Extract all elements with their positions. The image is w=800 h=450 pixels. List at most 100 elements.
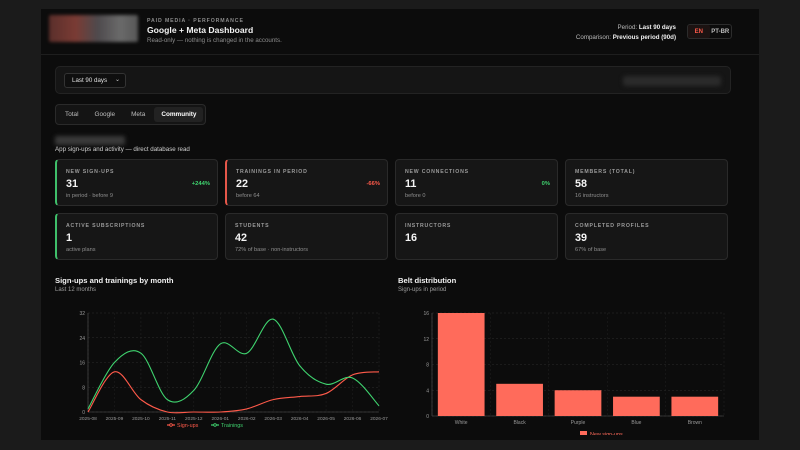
redacted-section-title bbox=[55, 136, 125, 145]
kpi-label: COMPLETED PROFILES bbox=[575, 223, 650, 229]
kpi-value: 58 bbox=[575, 178, 588, 190]
kpi-note: active plans bbox=[66, 247, 96, 253]
x-tick-label: 2025-10 bbox=[132, 416, 150, 422]
x-tick-label: 2026-01 bbox=[211, 416, 229, 422]
kpi-card-new-connections: NEW CONNECTIONS 11 before 0 0% bbox=[395, 159, 558, 206]
x-tick-label: 2026-04 bbox=[291, 416, 309, 422]
chevron-down-icon: ⌄ bbox=[114, 77, 120, 83]
page-title: Google + Meta Dashboard bbox=[147, 25, 254, 35]
bar-brown bbox=[671, 396, 719, 416]
kpi-delta: +244% bbox=[191, 181, 210, 187]
y-tick-label: 4 bbox=[426, 388, 429, 394]
legend-label: Sign-ups bbox=[177, 423, 199, 429]
kpi-note: in period · before 9 bbox=[66, 193, 113, 199]
kpi-card-new-signups: NEW SIGN-UPS 31 in period · before 9 +24… bbox=[55, 159, 218, 206]
kpi-label: MEMBERS (TOTAL) bbox=[575, 169, 636, 175]
x-tick-label: White bbox=[455, 420, 468, 426]
legend-label: Trainings bbox=[221, 423, 243, 429]
logo bbox=[49, 15, 138, 42]
kpi-note: 67% of base bbox=[575, 247, 607, 253]
date-range-select[interactable]: Last 90 days ⌄ bbox=[64, 73, 126, 88]
x-tick-label: 2025-08 bbox=[79, 416, 97, 422]
x-tick-label: 2026-02 bbox=[238, 416, 256, 422]
redacted-filter bbox=[623, 76, 721, 86]
header-overline: PAID MEDIA · PERFORMANCE bbox=[147, 18, 244, 24]
tab-community[interactable]: Community bbox=[154, 107, 204, 122]
kpi-value: 31 bbox=[66, 178, 79, 190]
header: PAID MEDIA · PERFORMANCE Google + Meta D… bbox=[41, 9, 759, 55]
kpi-label: NEW CONNECTIONS bbox=[405, 169, 469, 175]
x-tick-label: Blue bbox=[631, 420, 641, 426]
kpi-value: 39 bbox=[575, 232, 588, 244]
line-chart-subtitle: Last 12 months bbox=[55, 287, 97, 293]
dashboard-app: PAID MEDIA · PERFORMANCE Google + Meta D… bbox=[41, 9, 759, 440]
x-tick-label: 2025-09 bbox=[106, 416, 124, 422]
kpi-label: INSTRUCTORS bbox=[405, 223, 452, 229]
period-value: Last 90 days bbox=[638, 24, 676, 31]
bar-white bbox=[437, 313, 485, 416]
page-subtitle: Read-only — nothing is changed in the ac… bbox=[147, 37, 282, 44]
lang-pt-button[interactable]: PT-BR bbox=[711, 28, 730, 35]
language-switcher: EN PT-BR bbox=[687, 24, 732, 39]
x-tick-label: 2025-11 bbox=[159, 416, 177, 422]
series-line-sign-ups bbox=[87, 371, 380, 414]
line-chart-title: Sign-ups and trainings by month bbox=[55, 276, 174, 285]
kpi-card-active-subscriptions: ACTIVE SUBSCRIPTIONS 1 active plans bbox=[55, 213, 218, 260]
kpi-label: STUDENTS bbox=[235, 223, 270, 229]
y-tick-label: 0 bbox=[82, 410, 85, 416]
y-tick-label: 8 bbox=[426, 363, 429, 369]
kpi-note: 16 instructors bbox=[575, 193, 609, 199]
kpi-value: 11 bbox=[405, 178, 417, 190]
x-tick-label: 2026-03 bbox=[264, 416, 282, 422]
kpi-value: 22 bbox=[236, 178, 249, 190]
kpi-label: TRAININGS IN PERIOD bbox=[236, 169, 308, 175]
legend-marker bbox=[169, 423, 173, 427]
legend-swatch bbox=[580, 431, 587, 435]
x-tick-label: Black bbox=[513, 420, 526, 426]
y-tick-label: 16 bbox=[423, 311, 429, 317]
tab-total[interactable]: Total bbox=[65, 111, 79, 118]
x-tick-label: 2025-12 bbox=[185, 416, 203, 422]
bar-black bbox=[496, 383, 543, 416]
y-tick-label: 0 bbox=[426, 414, 429, 420]
kpi-note: before 64 bbox=[236, 193, 260, 199]
kpi-label: ACTIVE SUBSCRIPTIONS bbox=[66, 223, 146, 229]
section-description: App sign-ups and activity — direct datab… bbox=[55, 146, 190, 153]
kpi-card-trainings: TRAININGS IN PERIOD 22 before 64 -66% bbox=[225, 159, 388, 206]
y-tick-label: 12 bbox=[423, 337, 429, 343]
legend-label: New sign-ups bbox=[590, 432, 623, 435]
comparison-label: Comparison: bbox=[575, 33, 611, 41]
kpi-value: 16 bbox=[405, 232, 418, 244]
bar-blue bbox=[613, 396, 660, 416]
tab-meta[interactable]: Meta bbox=[131, 111, 146, 118]
kpi-card-completed-profiles: COMPLETED PROFILES 39 67% of base bbox=[565, 213, 728, 260]
tab-google[interactable]: Google bbox=[94, 111, 116, 118]
x-tick-label: 2026-06 bbox=[344, 416, 362, 422]
x-tick-label: Purple bbox=[571, 420, 586, 426]
kpi-value: 42 bbox=[235, 232, 248, 244]
bar-purple bbox=[554, 390, 602, 416]
bar-chart-title: Belt distribution bbox=[398, 276, 457, 285]
bar-chart: 0 4 8 12 16 White Black Purple Blue Brown New sign… bbox=[423, 311, 725, 435]
x-tick-label: Brown bbox=[688, 420, 702, 426]
comparison-value: Previous period (90d) bbox=[612, 33, 676, 41]
kpi-value: 1 bbox=[66, 232, 73, 244]
series-line-trainings bbox=[87, 318, 380, 410]
kpi-card-students: STUDENTS 42 72% of base · non-instructor… bbox=[225, 213, 388, 260]
kpi-note: 72% of base · non-instructors bbox=[235, 247, 309, 253]
date-range-value: Last 90 days bbox=[72, 77, 108, 84]
kpi-card-members-total: MEMBERS (TOTAL) 58 16 instructors bbox=[565, 159, 728, 206]
y-tick-label: 8 bbox=[82, 385, 85, 391]
lang-en-button[interactable]: EN bbox=[688, 25, 710, 38]
period-info: Period: Last 90 days Comparison: Previou… bbox=[576, 23, 676, 42]
filter-bar: Last 90 days ⌄ bbox=[55, 66, 731, 94]
y-tick-label: 32 bbox=[79, 311, 85, 317]
kpi-note: before 0 bbox=[405, 193, 426, 199]
kpi-card-instructors: INSTRUCTORS 16 bbox=[395, 213, 558, 260]
y-tick-label: 16 bbox=[79, 361, 85, 367]
y-tick-label: 24 bbox=[79, 336, 85, 342]
x-tick-label: 2026-07 bbox=[370, 416, 388, 422]
kpi-label: NEW SIGN-UPS bbox=[66, 169, 115, 175]
period-label: Period: bbox=[617, 24, 638, 31]
source-tabs: Total Google Meta Community bbox=[55, 104, 207, 125]
